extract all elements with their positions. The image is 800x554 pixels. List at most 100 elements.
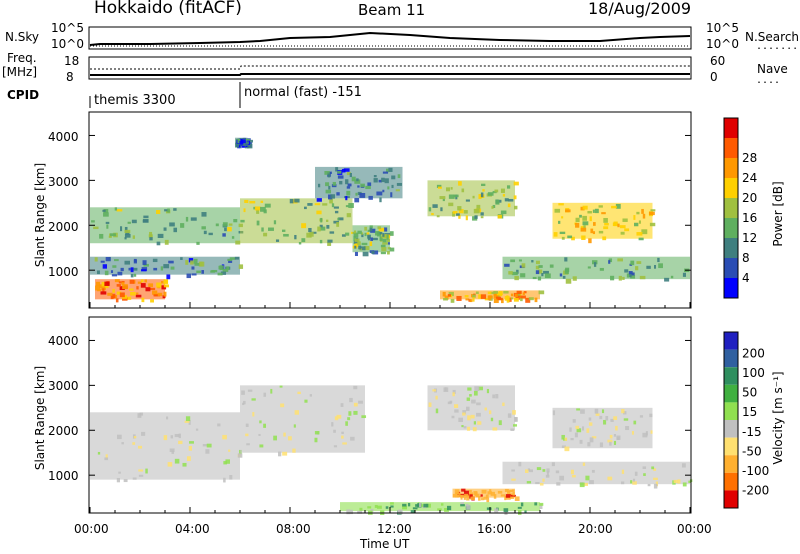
- power-cell: [283, 233, 289, 237]
- velocity-cell: [280, 403, 285, 408]
- power-cell: [196, 270, 202, 273]
- power-cell: [254, 206, 261, 211]
- power-cell: [582, 221, 589, 226]
- power-cell: [492, 204, 496, 208]
- power-cell: [124, 229, 131, 234]
- power-cell: [389, 247, 395, 252]
- power-cell: [144, 279, 147, 283]
- nsky-trace: [89, 31, 691, 46]
- velocity-cell: [456, 494, 460, 498]
- power-cell: [328, 171, 332, 174]
- power-cell: [638, 220, 641, 224]
- power-cell: [354, 179, 361, 184]
- velocity-cell: [595, 413, 600, 416]
- power-cell: [361, 242, 368, 246]
- velocity-cell: [410, 510, 416, 513]
- power-cell: [256, 220, 260, 226]
- velocity-cell: [390, 502, 394, 505]
- velocity-ytick-4000: 4000: [48, 334, 79, 348]
- power-colorbar-tick: 4: [742, 271, 750, 285]
- velocity-cell: [452, 493, 456, 498]
- nave-tick-high: 60: [710, 54, 726, 68]
- velocity-cell: [444, 507, 449, 512]
- power-cell: [353, 232, 359, 238]
- power-cell: [448, 291, 454, 297]
- power-cell: [516, 290, 522, 295]
- power-cell: [351, 176, 356, 182]
- velocity-cell: [282, 451, 288, 456]
- velocity-cell: [350, 436, 355, 441]
- power-cell: [508, 297, 512, 302]
- velocity-cell: [476, 402, 481, 406]
- velocity-cell: [166, 416, 169, 420]
- velocity-colorbar-band: [724, 472, 738, 491]
- power-cell: [364, 232, 367, 237]
- power-cell: [105, 256, 111, 262]
- power-cell: [382, 171, 389, 174]
- power-cell: [608, 258, 613, 263]
- velocity-cell: [599, 442, 604, 448]
- power-cell: [388, 167, 393, 172]
- power-cell: [337, 175, 344, 179]
- power-colorbar-band: [724, 158, 738, 178]
- velocity-cell: [466, 397, 471, 401]
- power-cell: [335, 167, 339, 172]
- power-cell: [593, 222, 596, 226]
- power-cell: [658, 263, 663, 269]
- velocity-cell: [468, 489, 472, 493]
- velocity-cell: [643, 473, 646, 476]
- power-cell: [96, 281, 101, 287]
- velocity-cell: [463, 490, 469, 496]
- velocity-cell: [243, 400, 246, 405]
- power-cell: [112, 288, 115, 293]
- velocity-cell: [247, 389, 253, 392]
- velocity-ytick-3000: 3000: [48, 379, 79, 393]
- velocity-cell: [642, 466, 647, 469]
- velocity-cell: [507, 413, 512, 418]
- velocity-cell: [118, 471, 121, 474]
- freq-trace: [90, 73, 690, 76]
- power-cell: [149, 237, 153, 241]
- freq-label: Freq.: [7, 51, 37, 65]
- power-cell: [122, 297, 128, 301]
- power-cell: [163, 279, 169, 285]
- power-cell: [201, 270, 204, 274]
- velocity-cell: [428, 402, 432, 407]
- power-cell: [135, 294, 142, 298]
- power-cell: [336, 192, 340, 196]
- velocity-cell: [297, 391, 301, 395]
- velocity-cell: [535, 481, 540, 485]
- power-cell: [249, 200, 256, 204]
- power-cell: [201, 212, 207, 217]
- power-cell: [132, 235, 135, 239]
- velocity-cell: [223, 477, 226, 483]
- velocity-cell: [293, 424, 296, 428]
- velocity-cell: [245, 433, 249, 437]
- power-cell: [98, 284, 104, 288]
- velocity-cell: [461, 425, 464, 428]
- power-cell: [346, 171, 351, 176]
- power-cell: [173, 208, 177, 211]
- power-cell: [112, 265, 117, 268]
- velocity-cell: [283, 432, 286, 437]
- velocity-cell: [346, 509, 351, 515]
- velocity-cell: [607, 439, 613, 443]
- power-cell: [437, 186, 442, 189]
- velocity-cell: [469, 494, 473, 499]
- power-cell: [353, 240, 359, 245]
- power-cell: [99, 233, 104, 239]
- velocity-cell: [512, 424, 518, 427]
- velocity-cell: [353, 402, 358, 407]
- velocity-cell: [376, 505, 382, 509]
- power-cell: [648, 211, 655, 216]
- velocity-cell: [582, 426, 585, 431]
- power-cell: [370, 228, 376, 233]
- power-cell: [561, 236, 565, 240]
- power-cell: [227, 258, 233, 261]
- power-cell: [198, 261, 203, 267]
- power-cell: [494, 189, 499, 193]
- velocity-cell: [539, 482, 544, 486]
- power-cell: [474, 215, 478, 219]
- power-cell: [384, 178, 389, 184]
- velocity-cell: [504, 495, 507, 501]
